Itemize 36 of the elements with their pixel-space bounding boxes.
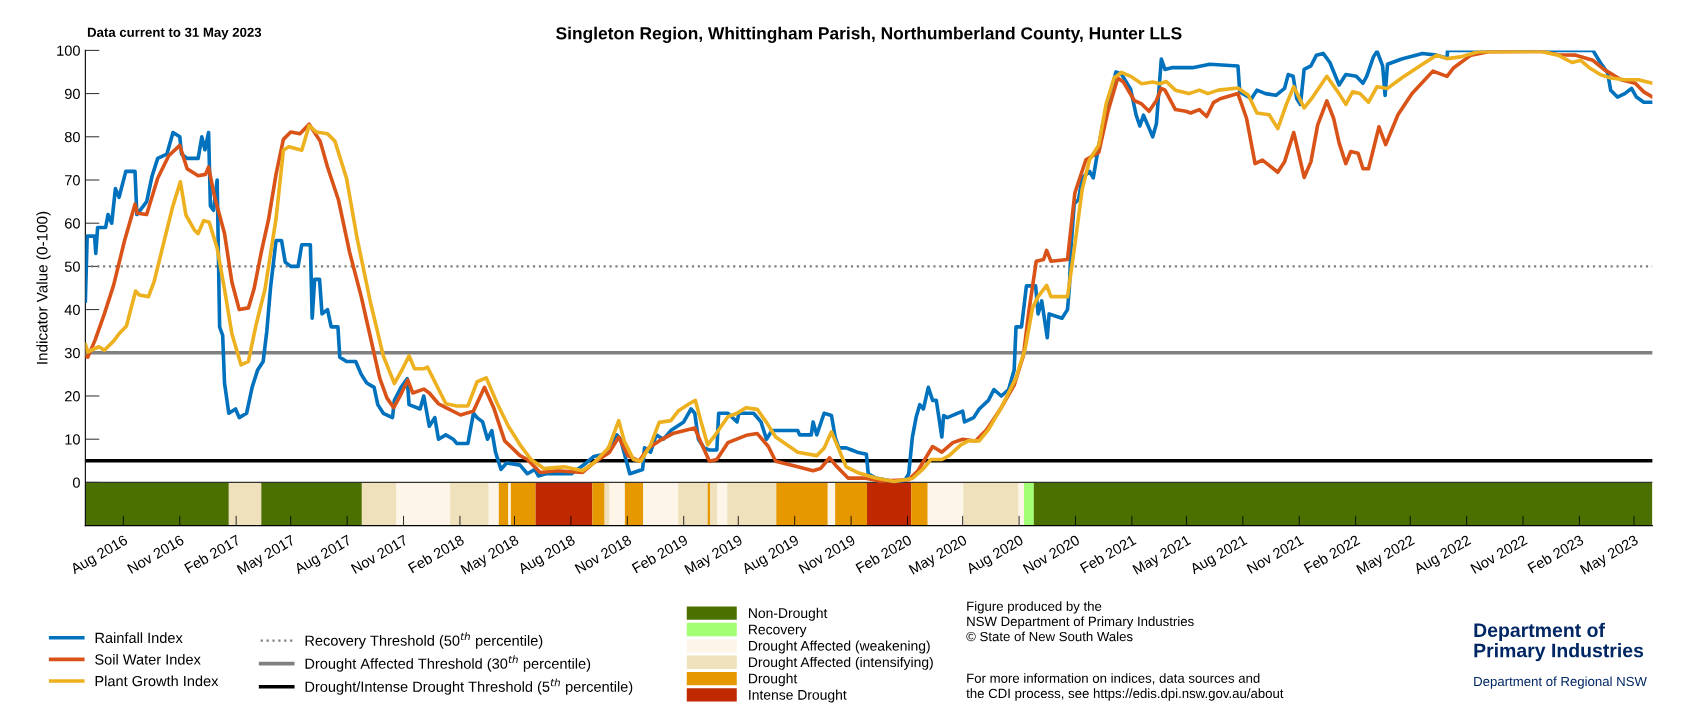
legend-label: Drought Affected (weakening) <box>749 640 930 654</box>
x-tick-label: Nov 2019 <box>798 534 856 574</box>
text: Figure produced by the NSW Department of Primary Industries © State of New South Wales <box>966 601 1194 642</box>
legend-label: Recovery <box>749 624 807 638</box>
x-tick-label: Nov 2022 <box>1470 534 1528 574</box>
text: Data current to 31 May 2023 <box>87 27 262 40</box>
legend-label: Recovery Threshold (50$^{th}$ percentile) <box>305 632 543 649</box>
y-tick-label: 80 <box>64 131 80 143</box>
legend-label: Intense Drought <box>749 689 847 703</box>
y-tick-label: 60 <box>65 218 80 229</box>
y-axis-title: Indicator Value (0-100) <box>36 211 51 364</box>
legend-label: Drought/Intense Drought Threshold (5$^{th}$ percentile) <box>305 678 633 695</box>
y-tick-label: 10 <box>65 434 80 445</box>
legend-label: Plant Growth Index <box>95 675 219 687</box>
legend-label: Non-Drought <box>749 607 828 621</box>
legend-label: Rainfall Index <box>95 632 183 644</box>
text: Department of Primary Industries <box>1474 622 1644 662</box>
x-tick-label: Nov 2017 <box>350 534 409 574</box>
y-tick-label: 20 <box>65 391 80 402</box>
text: Department of Regional NSW <box>1474 676 1647 689</box>
legend-label: Soil Water Index <box>95 653 201 665</box>
y-tick-label: 50 <box>64 261 80 272</box>
y-tick-label: 90 <box>64 88 80 100</box>
legend-label: Drought Affected (intensifying) <box>749 656 933 670</box>
y-tick-label: 0 <box>72 477 80 488</box>
legend-label: Drought <box>749 673 798 687</box>
y-tick-label: 30 <box>64 347 80 359</box>
legend-label: Drought Affected Threshold (30$^{th}$ percentile) <box>305 655 591 672</box>
text: For more information on indices, data sources and the CDI process, see https://edis.dpi.nsw.gov.au/about <box>966 673 1284 701</box>
y-tick-label: 40 <box>64 304 80 316</box>
x-tick-label: Nov 2016 <box>126 534 185 574</box>
x-tick-label: Nov 2018 <box>574 534 633 574</box>
x-tick-label: Nov 2020 <box>1022 534 1081 574</box>
y-tick-label: 70 <box>65 175 80 186</box>
chart-title: Singleton Region, Whittingham Parish, Northumberland County, Hunter LLS <box>556 26 1182 43</box>
y-tick-label: 100 <box>57 45 80 56</box>
